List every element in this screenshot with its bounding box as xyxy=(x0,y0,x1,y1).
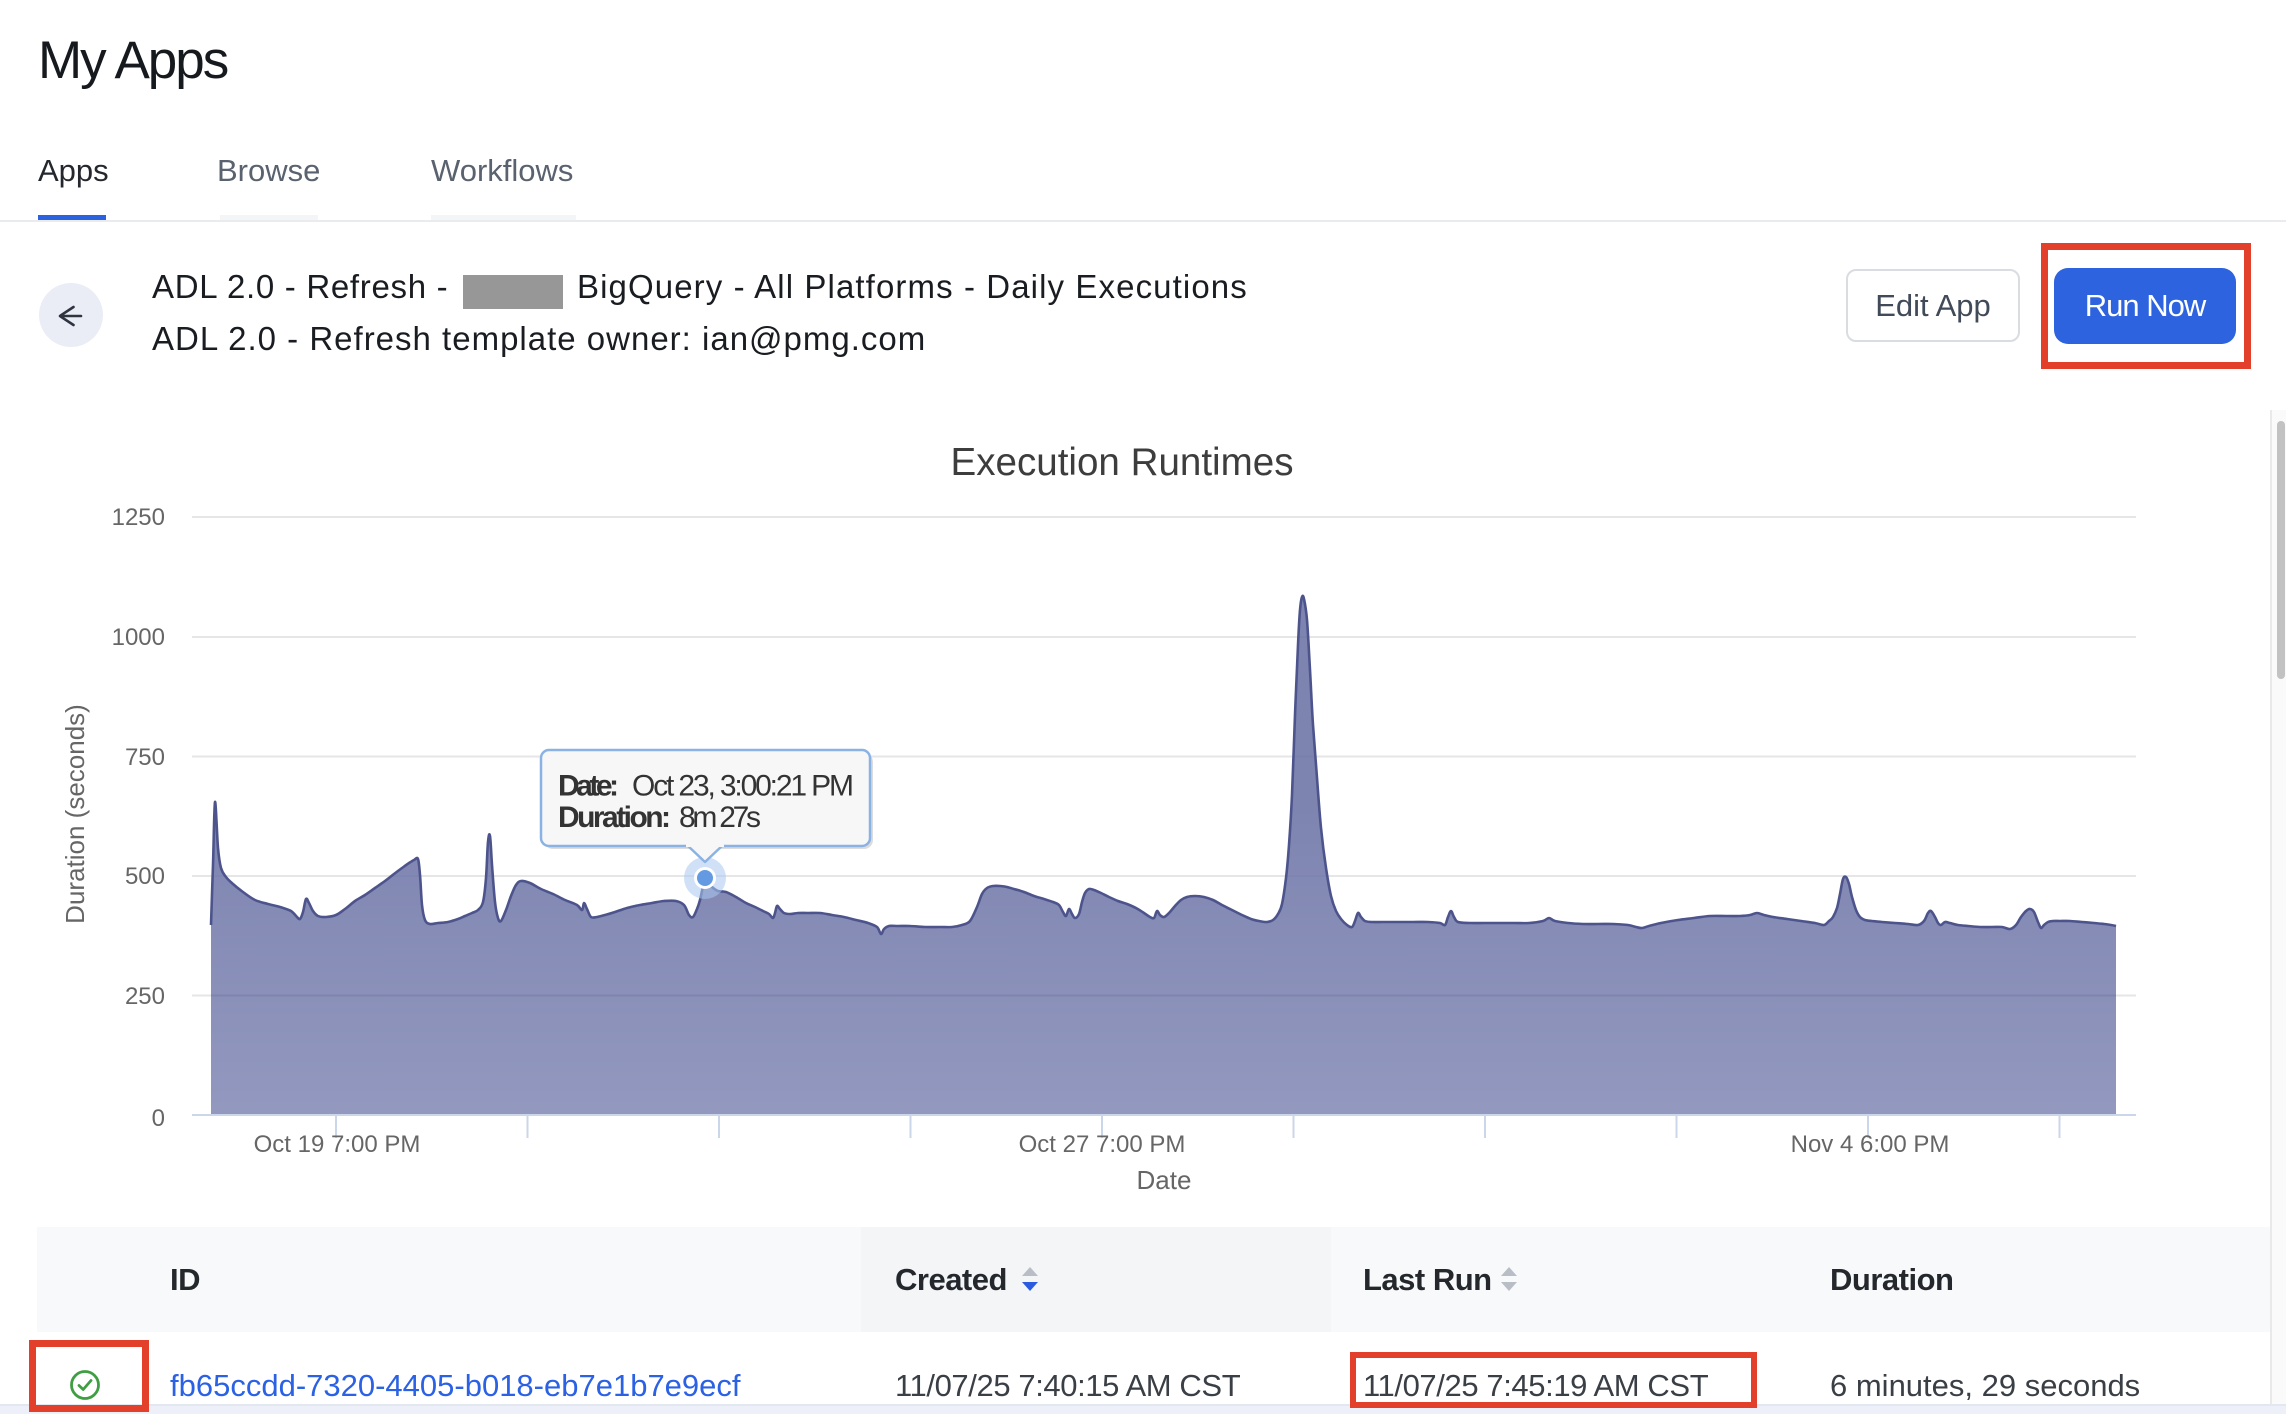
svg-text:Nov 4 6:00 PM: Nov 4 6:00 PM xyxy=(1791,1131,1950,1158)
svg-text:250: 250 xyxy=(125,983,165,1010)
svg-text:1000: 1000 xyxy=(112,624,165,651)
svg-text:Duration:: Duration: xyxy=(558,801,671,834)
svg-text:Duration (seconds): Duration (seconds) xyxy=(60,704,90,924)
svg-text:0: 0 xyxy=(152,1105,165,1132)
svg-text:Oct 19 7:00 PM: Oct 19 7:00 PM xyxy=(254,1131,421,1158)
svg-text:Date: Date xyxy=(1137,1165,1192,1195)
svg-text:Oct 23, 3:00:21 PM: Oct 23, 3:00:21 PM xyxy=(632,770,854,803)
svg-text:1250: 1250 xyxy=(112,504,165,531)
svg-text:Execution Runtimes: Execution Runtimes xyxy=(951,441,1294,484)
svg-text:500: 500 xyxy=(125,863,165,890)
svg-text:Date:: Date: xyxy=(558,770,619,803)
svg-text:750: 750 xyxy=(125,744,165,771)
svg-text:Oct 27 7:00 PM: Oct 27 7:00 PM xyxy=(1019,1131,1186,1158)
svg-text:8m 27s: 8m 27s xyxy=(679,801,761,834)
